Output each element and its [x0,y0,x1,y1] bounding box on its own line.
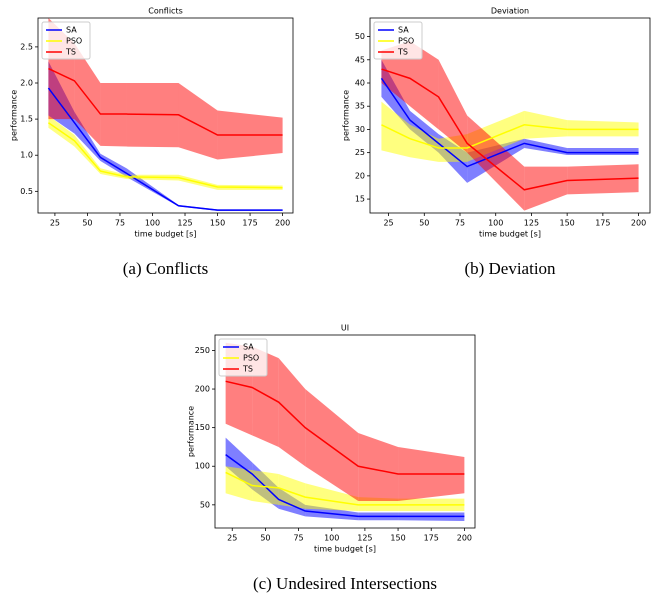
x-tick-label: 100 [324,534,339,543]
x-tick-label: 125 [177,219,192,228]
x-tick-label: 100 [145,219,160,228]
confidence-band [305,483,359,512]
y-tick-label: 45 [355,55,365,64]
y-tick-label: 50 [200,500,210,509]
confidence-band [278,358,306,467]
confidence-band [467,115,525,211]
y-tick-label: 1.5 [20,115,33,124]
series-line [380,77,639,168]
y-tick-label: 30 [355,125,365,134]
legend-box [373,21,423,60]
x-tick-label: 75 [115,219,125,228]
series-line [48,67,283,136]
y-tick-label: 200 [195,385,210,394]
caption: (c) Undesired Intersections [253,574,437,593]
x-tick-label: 200 [275,219,290,228]
axes-frame [37,17,294,214]
caption: (a) Conflicts [123,259,208,278]
chart-title: Conflicts [148,7,183,16]
x-tick-label: 75 [455,219,465,228]
confidence-band [410,41,439,130]
x-tick-label: 50 [82,219,92,228]
x-tick-label: 25 [227,534,237,543]
x-tick-label: 125 [357,534,372,543]
x-tick-label: 150 [560,219,575,228]
confidence-band [524,138,568,155]
legend-label: SA [243,343,254,352]
legend-label: PSO [66,37,82,46]
y-tick-label: 50 [355,32,365,41]
y-tick-label: 2.0 [20,79,33,88]
series-line [225,471,465,506]
x-tick-label: 25 [50,219,60,228]
chart-title: Deviation [491,7,529,16]
confidence-band [381,101,410,158]
y-axis-label: performance [187,406,196,457]
x-tick-label: 175 [424,534,439,543]
x-tick-label: 100 [488,219,503,228]
legend-box [218,338,268,377]
y-tick-label: 0.5 [20,187,33,196]
series-line [225,454,465,518]
legend-box [41,21,91,60]
x-tick-label: 175 [242,219,257,228]
series-line [47,87,283,211]
y-tick-label: 100 [195,462,210,471]
confidence-band [278,473,306,509]
confidence-band [358,433,399,501]
y-tick-label: 35 [355,102,365,111]
y-axis-label: performance [10,90,19,141]
series-line [381,124,639,149]
confidence-band [524,166,568,211]
chart-title: UI [341,324,349,333]
x-tick-label: 50 [419,219,429,228]
confidence-band [178,83,218,160]
axes-frame [369,17,651,214]
x-tick-label: 150 [390,534,405,543]
confidence-band [438,59,468,153]
legend-label: SA [66,26,77,35]
series-line [381,68,639,191]
y-tick-label: 15 [355,195,365,204]
confidence-band [524,110,568,139]
caption: (b) Deviation [464,259,556,278]
axes-frame [214,334,476,529]
legend-label: TS [242,365,253,374]
y-tick-label: 40 [355,79,365,88]
x-tick-label: 25 [383,219,393,228]
legend-label: PSO [243,354,259,363]
x-tick-label: 200 [631,219,646,228]
y-tick-label: 150 [195,423,210,432]
x-axis-label: time budget [s] [135,230,197,239]
x-tick-label: 200 [457,534,472,543]
confidence-band [74,43,101,146]
y-tick-label: 250 [195,346,210,355]
legend-label: PSO [398,37,414,46]
legend-label: TS [65,48,76,57]
y-axis-label: performance [342,90,351,141]
y-tick-label: 25 [355,148,365,157]
y-tick-label: 20 [355,171,365,180]
legend-label: TS [397,48,408,57]
y-tick-label: 1.0 [20,151,33,160]
y-tick-label: 2.5 [20,42,33,51]
x-tick-label: 150 [210,219,225,228]
confidence-band [305,389,359,501]
series-line [47,122,283,189]
series-line [225,380,465,475]
x-tick-label: 175 [595,219,610,228]
x-tick-label: 125 [524,219,539,228]
legend-label: SA [398,26,409,35]
x-axis-label: time budget [s] [479,230,541,239]
x-tick-label: 75 [293,534,303,543]
confidence-band [567,120,639,137]
x-axis-label: time budget [s] [314,545,376,554]
confidence-band [567,148,639,155]
x-tick-label: 50 [260,534,270,543]
